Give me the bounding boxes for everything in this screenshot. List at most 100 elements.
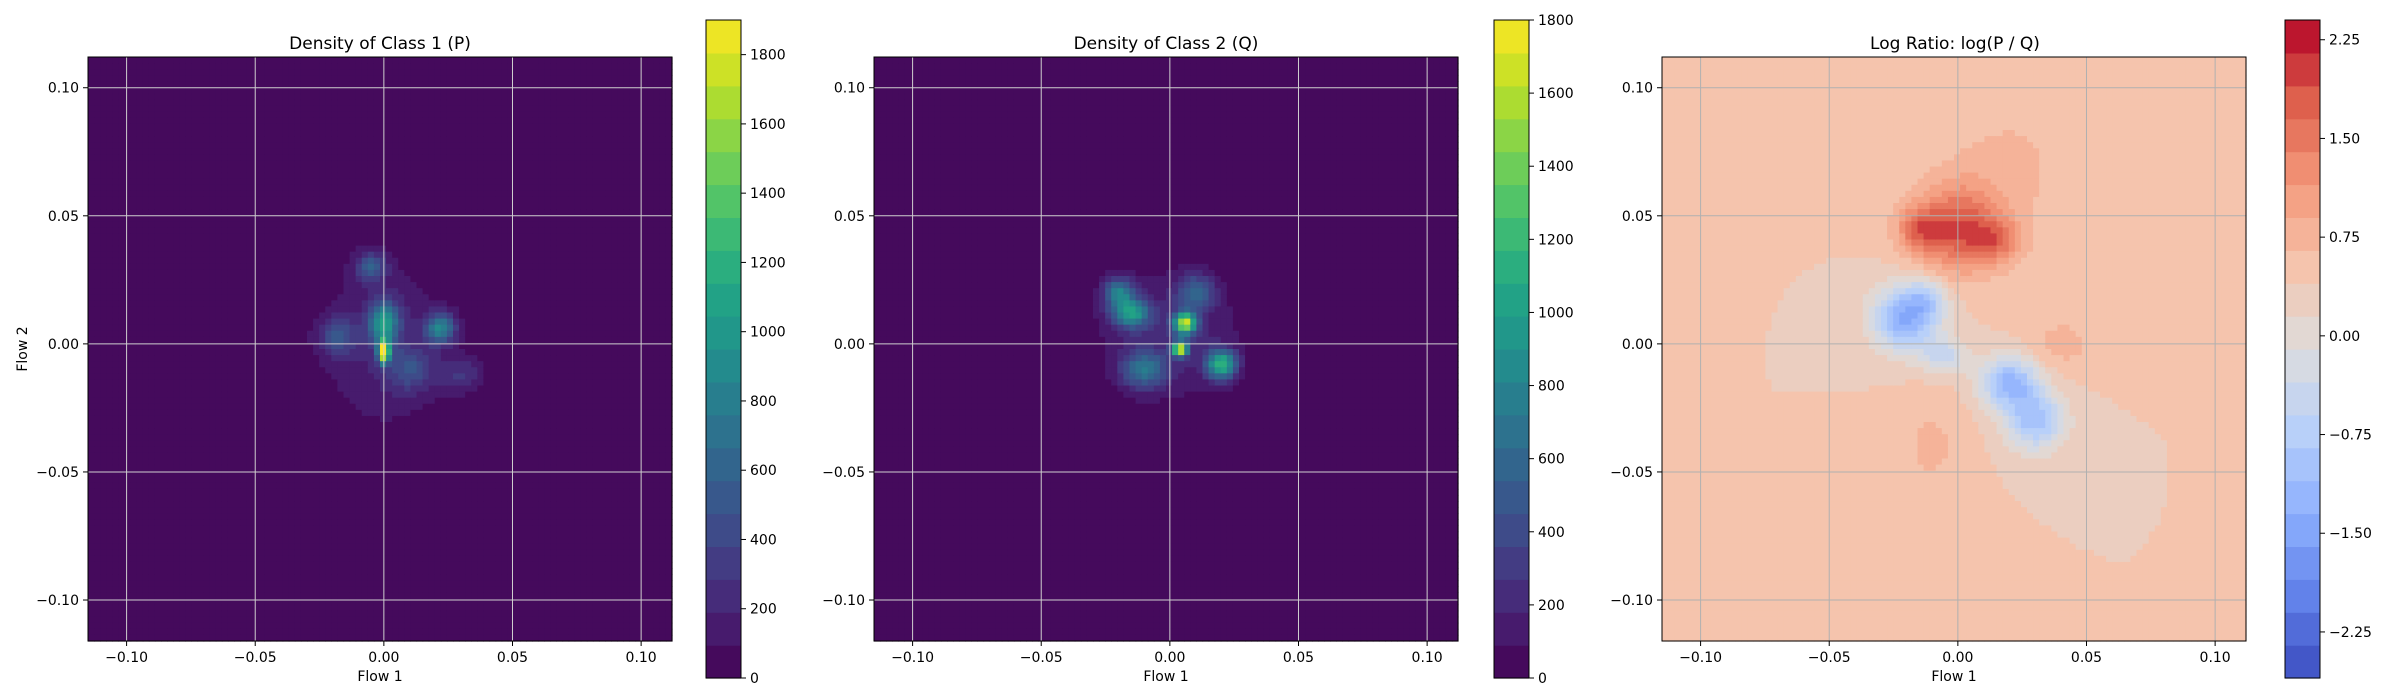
heatmap-cell	[118, 130, 126, 137]
heatmap-cell	[307, 172, 314, 180]
heatmap-cell	[234, 93, 241, 101]
heatmap-cell	[136, 537, 144, 545]
heatmap-cell	[355, 586, 363, 593]
heatmap-cell	[130, 330, 138, 338]
heatmap-cell	[246, 87, 253, 95]
heatmap-cell	[167, 452, 174, 460]
heatmap-cell	[209, 391, 217, 399]
heatmap-cell	[136, 367, 144, 374]
heatmap-cell	[294, 385, 302, 393]
heatmap-cell	[319, 81, 326, 89]
heatmap-cell	[355, 318, 363, 326]
heatmap-cell	[94, 324, 101, 332]
heatmap-cell	[264, 239, 272, 247]
heatmap-cell	[124, 561, 132, 569]
heatmap-cell	[142, 555, 150, 563]
heatmap-cell	[398, 282, 405, 289]
heatmap-cell	[154, 111, 162, 119]
heatmap-cell	[288, 336, 296, 344]
heatmap-cell	[367, 422, 375, 429]
heatmap-cell	[148, 300, 156, 308]
heatmap-cell	[258, 379, 266, 387]
heatmap-cell	[373, 69, 381, 76]
heatmap-cell	[215, 130, 223, 137]
heatmap-cell	[313, 99, 320, 107]
heatmap-cell	[221, 105, 229, 113]
heatmap-cell	[130, 610, 138, 618]
heatmap-cell	[209, 355, 217, 362]
heatmap-cell	[142, 501, 150, 508]
heatmap-cell	[300, 93, 308, 101]
heatmap-cell	[276, 482, 284, 490]
heatmap-cell	[234, 470, 241, 478]
heatmap-cell	[136, 446, 144, 454]
heatmap-cell	[130, 574, 138, 581]
heatmap-cell	[373, 269, 381, 277]
heatmap-cell	[203, 610, 211, 618]
heatmap-cell	[94, 336, 101, 344]
heatmap-cell	[118, 361, 126, 368]
heatmap-cell	[307, 245, 314, 253]
heatmap-cell	[307, 215, 314, 222]
heatmap-cell	[398, 57, 405, 64]
heatmap-cell	[246, 227, 253, 235]
heatmap-cell	[270, 440, 278, 447]
heatmap-cell	[294, 574, 302, 581]
heatmap-cell	[270, 227, 278, 235]
heatmap-cell	[112, 501, 120, 508]
heatmap-cell	[197, 513, 205, 520]
heatmap-cell	[240, 568, 247, 575]
heatmap-cell	[307, 488, 314, 496]
heatmap-cell	[361, 349, 369, 356]
heatmap-cell	[240, 531, 247, 539]
heatmap-cell	[154, 257, 162, 265]
heatmap-cell	[325, 507, 332, 514]
heatmap-cell	[191, 470, 199, 478]
heatmap-cell	[258, 178, 266, 186]
heatmap-cell	[288, 93, 296, 101]
heatmap-cell	[209, 634, 217, 642]
heatmap-cell	[325, 130, 332, 137]
heatmap-cell	[349, 221, 357, 228]
heatmap-cell	[258, 81, 266, 89]
heatmap-cell	[307, 470, 314, 478]
heatmap-cell	[130, 568, 138, 575]
heatmap-cell	[130, 221, 138, 228]
heatmap-cell	[106, 263, 113, 271]
heatmap-cell	[209, 209, 217, 216]
heatmap-cell	[124, 215, 132, 222]
heatmap-cell	[307, 373, 314, 381]
heatmap-cell	[112, 537, 120, 545]
heatmap-cell	[240, 136, 247, 143]
heatmap-cell	[148, 549, 156, 557]
heatmap-cell	[136, 190, 144, 198]
heatmap-cell	[319, 136, 326, 143]
heatmap-cell	[185, 257, 193, 265]
heatmap-cell	[161, 391, 168, 399]
heatmap-cell	[367, 440, 375, 447]
heatmap-cell	[234, 81, 241, 89]
heatmap-cell	[349, 470, 357, 478]
heatmap-cell	[246, 616, 253, 624]
heatmap-cell	[325, 300, 332, 308]
heatmap-cell	[124, 233, 132, 241]
heatmap-cell	[307, 263, 314, 271]
heatmap-cell	[343, 561, 351, 569]
heatmap-cell	[331, 476, 339, 484]
heatmap-cell	[173, 239, 180, 247]
heatmap-cell	[154, 519, 162, 527]
heatmap-cell	[288, 269, 296, 277]
heatmap-cell	[215, 391, 223, 399]
heatmap-cell	[343, 580, 351, 587]
heatmap-cell	[215, 190, 223, 198]
heatmap-cell	[386, 470, 393, 478]
heatmap-cell	[142, 142, 150, 149]
heatmap-cell	[276, 531, 284, 539]
heatmap-cell	[112, 263, 120, 271]
heatmap-cell	[325, 282, 332, 289]
heatmap-cell	[319, 215, 326, 222]
heatmap-cell	[100, 409, 107, 417]
heatmap-cell	[240, 537, 247, 545]
heatmap-cell	[173, 215, 180, 222]
heatmap-cell	[392, 543, 399, 551]
